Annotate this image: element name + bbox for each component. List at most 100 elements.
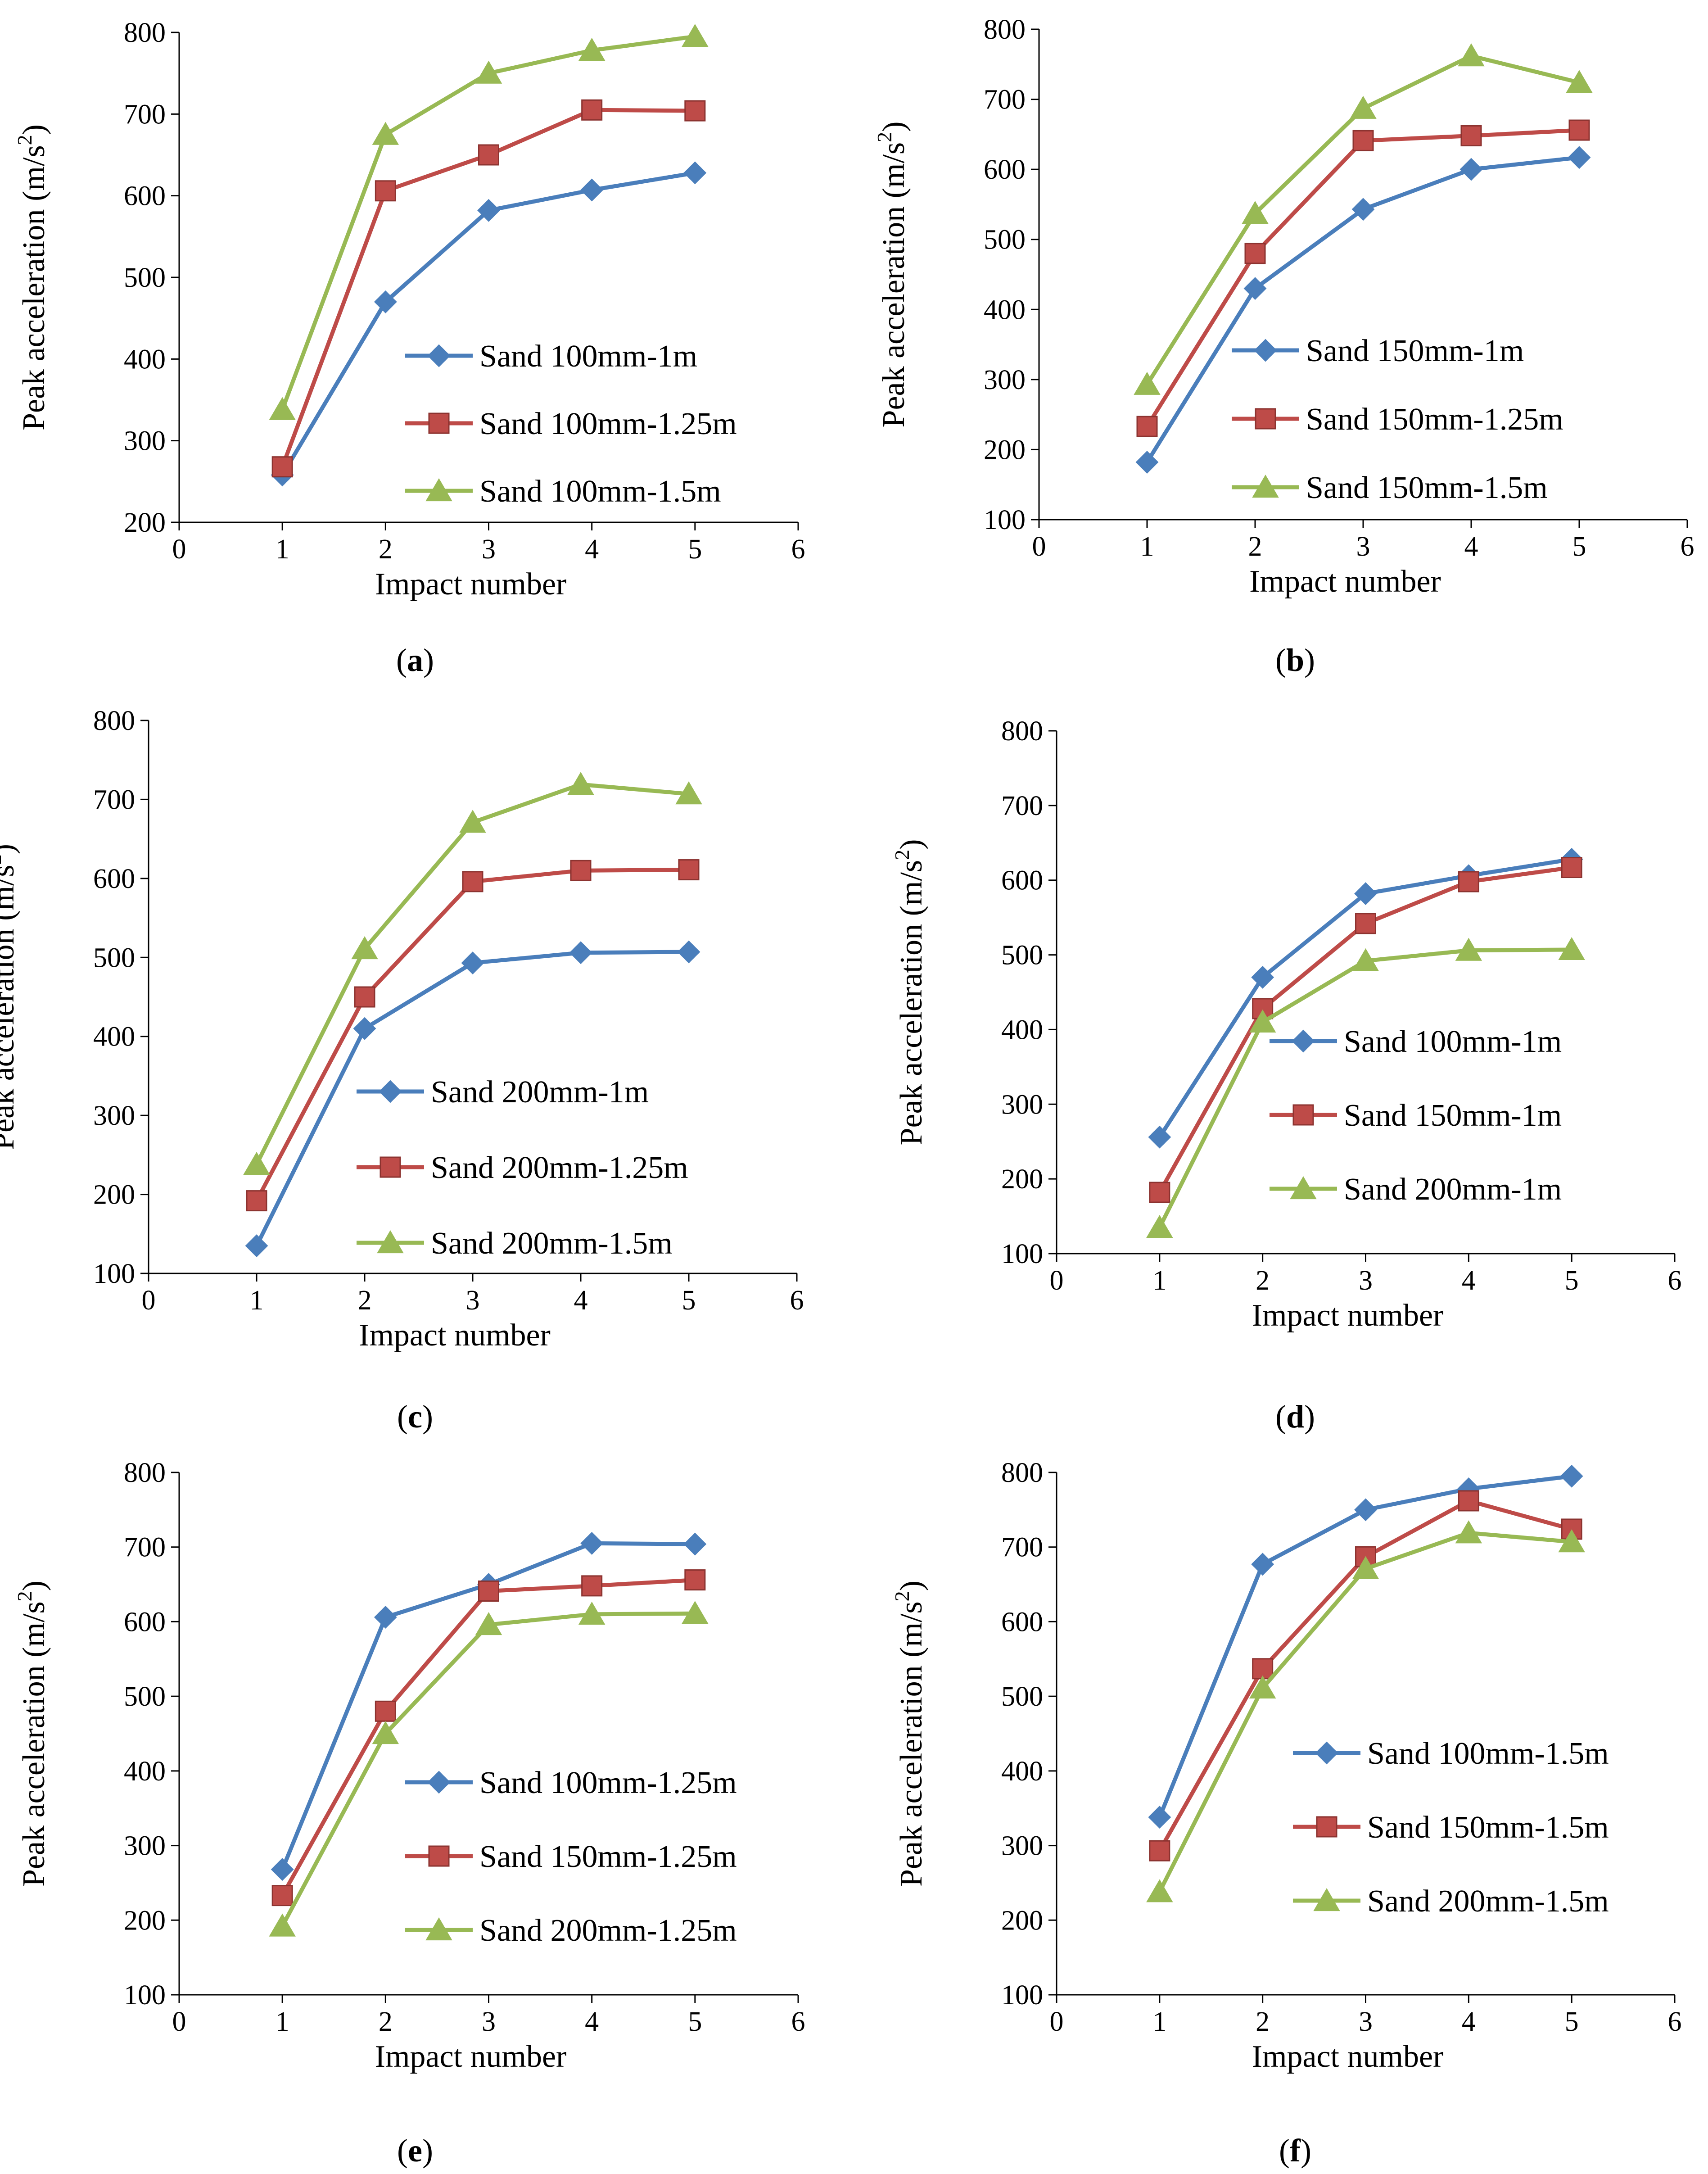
y-axis-title-end: ) bbox=[894, 839, 929, 850]
legend-diamond-marker bbox=[427, 1771, 451, 1794]
diamond-marker bbox=[245, 1234, 268, 1258]
diamond-marker bbox=[353, 1017, 376, 1040]
x-tick-label: 3 bbox=[482, 2006, 496, 2037]
panel-caption: (b) bbox=[1275, 642, 1315, 678]
square-marker bbox=[246, 1190, 267, 1212]
square-marker bbox=[1568, 119, 1590, 141]
caption-close-paren: ) bbox=[422, 2133, 433, 2169]
legend-entry: Sand 150mm-1.25m bbox=[1232, 402, 1563, 437]
y-axis-title-superscript: 2 bbox=[13, 1591, 36, 1601]
legend-entry: Sand 100mm-1.5m bbox=[405, 474, 721, 509]
diamond-marker bbox=[580, 178, 604, 202]
legend-entry: Sand 200mm-1m bbox=[1270, 1172, 1562, 1207]
caption-letter: d bbox=[1286, 1399, 1304, 1435]
triangle-marker bbox=[269, 1913, 296, 1937]
legend-label: Sand 100mm-1.5m bbox=[479, 474, 721, 509]
diamond-marker bbox=[683, 161, 707, 185]
series-green bbox=[269, 24, 709, 420]
x-tick-label: 0 bbox=[172, 534, 186, 565]
y-tick-label: 800 bbox=[93, 706, 135, 736]
legend-entry: Sand 100mm-1m bbox=[405, 339, 697, 374]
legend-label: Sand 100mm-1m bbox=[1344, 1024, 1562, 1059]
x-axis-title: Impact number bbox=[1249, 564, 1441, 599]
triangle-marker bbox=[459, 810, 486, 833]
square-marker bbox=[1352, 130, 1374, 151]
x-tick-label: 6 bbox=[791, 534, 805, 565]
y-tick-label: 700 bbox=[124, 99, 166, 130]
triangle-marker bbox=[1455, 938, 1482, 961]
series-blue bbox=[1135, 146, 1591, 474]
x-axis-title: Impact number bbox=[375, 567, 567, 602]
triangle-marker bbox=[1458, 43, 1485, 67]
y-tick-label: 200 bbox=[1001, 1905, 1043, 1936]
legend-entry: Sand 150mm-1.5m bbox=[1293, 1810, 1609, 1845]
triangle-marker bbox=[269, 397, 296, 420]
diamond-marker bbox=[1243, 277, 1267, 300]
x-tick-label: 2 bbox=[1256, 2006, 1270, 2037]
triangle-marker bbox=[372, 1721, 399, 1744]
triangle-marker bbox=[1558, 937, 1585, 960]
y-tick-label: 300 bbox=[1001, 1831, 1043, 1861]
chart-panel-c: 100 200 300 400 500 600 700 800 0 1 2 3 4 5 6 Impact nu… bbox=[0, 706, 804, 1435]
legend-label: Sand 150mm-1.5m bbox=[1367, 1810, 1609, 1845]
x-tick-label: 1 bbox=[1152, 1265, 1166, 1296]
legend-entry: Sand 150mm-1m bbox=[1232, 334, 1524, 368]
y-tick-label: 600 bbox=[93, 864, 135, 894]
square-marker bbox=[1355, 913, 1376, 934]
triangle-marker bbox=[1242, 201, 1269, 224]
y-axis-title-end: ) bbox=[877, 122, 911, 132]
y-tick-label: 200 bbox=[124, 1905, 166, 1936]
square-marker bbox=[1458, 1490, 1479, 1512]
legend-label: Sand 100mm-1.25m bbox=[479, 1766, 737, 1800]
y-tick-label: 700 bbox=[124, 1532, 166, 1563]
diamond-marker bbox=[1459, 158, 1483, 181]
y-tick-label: 300 bbox=[984, 365, 1026, 395]
series-green bbox=[269, 1601, 709, 1937]
y-tick-label: 500 bbox=[1001, 940, 1043, 971]
legend-label: Sand 200mm-1m bbox=[431, 1075, 649, 1110]
x-tick-label: 3 bbox=[482, 534, 496, 565]
triangle-marker bbox=[567, 772, 594, 795]
y-axis-title-end: ) bbox=[894, 1581, 929, 1591]
y-axis-title-text: Peak acceleration (m/s bbox=[17, 1601, 51, 1887]
legend-entry: Sand 150mm-1.5m bbox=[1232, 471, 1548, 505]
x-tick-label: 5 bbox=[1565, 1265, 1579, 1296]
x-tick-label: 2 bbox=[358, 1285, 372, 1316]
x-tick-label: 3 bbox=[1359, 2006, 1373, 2037]
legend-label: Sand 150mm-1.25m bbox=[1306, 402, 1563, 437]
diamond-marker bbox=[1560, 1464, 1583, 1488]
y-tick-label: 400 bbox=[124, 344, 166, 375]
triangle-marker bbox=[1146, 1879, 1173, 1902]
legend-square-marker bbox=[1316, 1816, 1337, 1838]
x-tick-label: 0 bbox=[142, 1285, 156, 1316]
y-axis-title-end: ) bbox=[17, 124, 51, 135]
y-tick-label: 100 bbox=[1001, 1980, 1043, 2011]
x-tick-label: 5 bbox=[688, 534, 702, 565]
x-tick-label: 5 bbox=[688, 2006, 702, 2037]
triangle-marker bbox=[372, 122, 399, 145]
legend-diamond-marker bbox=[379, 1080, 402, 1103]
y-tick-label: 800 bbox=[1001, 1458, 1043, 1488]
caption-close-paren: ) bbox=[1304, 642, 1315, 678]
diamond-marker bbox=[271, 1858, 294, 1881]
legend-triangle-marker bbox=[425, 1917, 452, 1941]
caption-letter: b bbox=[1286, 642, 1304, 678]
legend-entry: Sand 100mm-1.5m bbox=[1293, 1736, 1609, 1771]
legend-entry: Sand 100mm-1.25m bbox=[405, 1766, 737, 1800]
legend-label: Sand 150mm-1m bbox=[1344, 1098, 1562, 1133]
series-green bbox=[1134, 43, 1593, 395]
square-marker bbox=[570, 860, 592, 881]
square-marker bbox=[375, 1700, 396, 1722]
y-axis-title-text: Peak acceleration (m/s bbox=[17, 145, 51, 430]
x-tick-label: 2 bbox=[1256, 1265, 1270, 1296]
triangle-marker bbox=[475, 1612, 502, 1635]
caption-letter: a bbox=[407, 642, 423, 678]
square-marker bbox=[581, 1575, 603, 1597]
legend-label: Sand 150mm-1.5m bbox=[1306, 471, 1548, 505]
x-tick-label: 0 bbox=[172, 2006, 186, 2037]
legend-entry: Sand 200mm-1.5m bbox=[357, 1226, 673, 1261]
triangle-marker bbox=[1146, 1214, 1173, 1238]
y-axis-title: Peak acceleration (m/s2) bbox=[13, 124, 51, 430]
y-tick-label: 500 bbox=[1001, 1681, 1043, 1712]
x-tick-label: 0 bbox=[1050, 2006, 1064, 2037]
